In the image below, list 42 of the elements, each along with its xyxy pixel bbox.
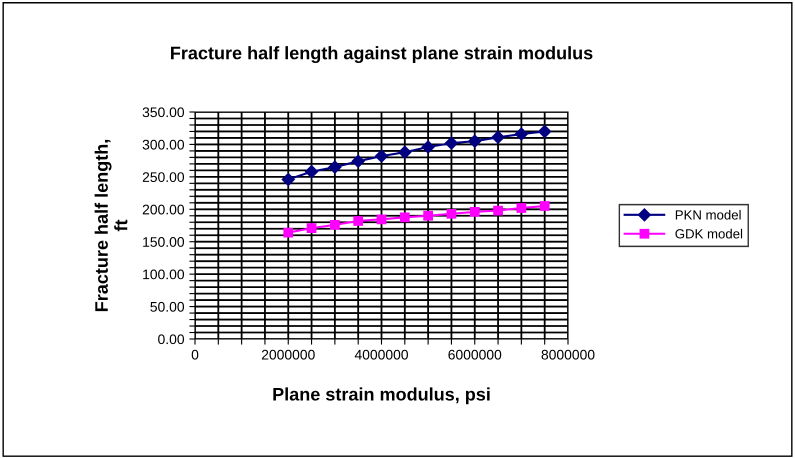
y-axis-title: Fracture half length, ft [94,140,128,312]
x-tick-label: 8000000 [542,350,594,360]
point [491,130,505,144]
y-tick-label: 300.00 [142,140,184,150]
x-tick-label: 4000000 [354,350,408,360]
point [540,201,550,211]
y-tick-label: 100.00 [143,269,184,280]
point [516,203,526,213]
point [423,210,433,221]
point [304,165,318,178]
y-tick-label: 0.00 [158,334,184,344]
point [470,207,480,217]
point [353,216,364,226]
point [283,228,294,238]
y-tick-label: 150.00 [143,237,184,247]
point [330,220,340,230]
y-tick-label: 350.00 [142,107,184,118]
point [352,154,365,168]
point [328,160,342,174]
x-tick-label: 0 [192,350,198,360]
point [468,134,482,148]
y-tick-label: 250.00 [142,172,184,182]
point [446,208,456,219]
x-axis-title: Plane strain modulus, psi [273,387,490,404]
point [422,140,435,154]
y-tick-label: 50.00 [150,302,184,312]
x-tick-label: 2000000 [262,350,315,360]
point [374,150,388,163]
point [514,127,528,141]
legend-label: GDK model [675,228,742,238]
point [444,136,458,150]
chart-title: Fracture half length against plane strain modulus [171,46,592,64]
point [376,214,386,224]
y-tick-label: 200.00 [142,204,184,214]
point [538,124,552,138]
point [398,146,412,159]
legend-label: PKN model [676,210,741,220]
point [400,212,410,222]
x-tick-label: 6000000 [448,350,502,360]
point [493,206,503,216]
point [306,223,316,233]
point [282,172,295,186]
